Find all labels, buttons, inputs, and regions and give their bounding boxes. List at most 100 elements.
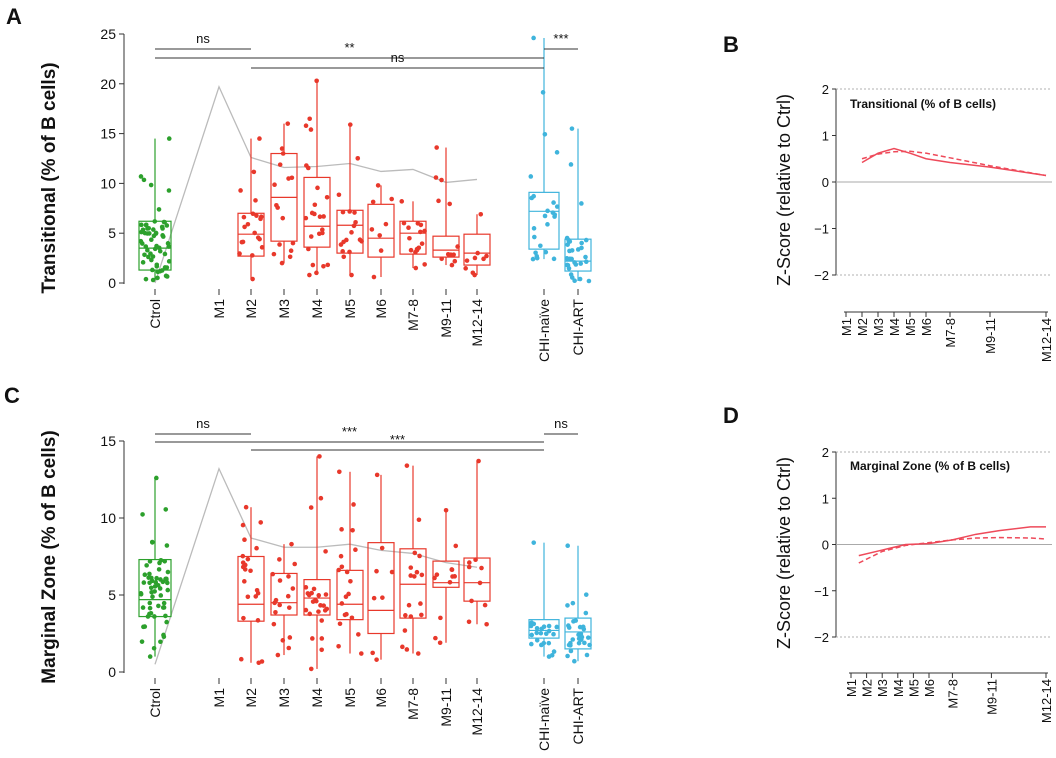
data-point — [379, 545, 385, 551]
panel-a-sig-0: ns — [155, 31, 251, 50]
data-point — [254, 213, 259, 218]
panel-c-plot: 0 5 10 15 Ctrol M1 M2 M3 M4 M5 M6 M7-8 M9-11 M12-14 CH… — [100, 416, 592, 751]
data-point — [419, 572, 425, 578]
panel-c-box-m12-14 — [463, 458, 491, 627]
data-point — [155, 275, 160, 281]
panel-c-sig-0: ns — [155, 416, 251, 435]
data-point — [528, 174, 534, 179]
data-point — [564, 256, 570, 261]
data-point — [407, 235, 412, 241]
data-point — [238, 188, 243, 193]
data-point — [140, 260, 146, 265]
panel-letter-d: D — [723, 403, 739, 428]
panel-c-xtick-label-m9-11: M9-11 — [438, 688, 454, 727]
data-point — [374, 568, 379, 574]
data-point — [341, 254, 347, 260]
data-point — [530, 256, 536, 262]
data-point — [308, 234, 314, 239]
data-point — [142, 252, 147, 258]
panel-c-xtick-label-m1: M1 — [211, 688, 227, 708]
data-point — [439, 177, 444, 183]
data-point — [469, 598, 474, 604]
data-point — [565, 653, 570, 659]
panel-d-xtick-label-m4: M4 — [891, 679, 906, 697]
data-point — [166, 259, 172, 264]
data-point — [255, 618, 261, 623]
panel-d-xtick-label-m6: M6 — [922, 679, 937, 697]
data-point — [452, 574, 458, 579]
data-point — [312, 202, 318, 208]
data-point — [418, 229, 423, 235]
data-point — [413, 265, 419, 271]
data-point — [147, 571, 152, 577]
panel-b-xtick-label-m12-14: M12-14 — [1039, 318, 1054, 362]
data-point — [164, 619, 169, 625]
data-point — [253, 594, 259, 599]
data-point — [145, 247, 150, 253]
data-point — [453, 543, 459, 549]
data-point — [549, 653, 555, 658]
data-point — [463, 266, 468, 271]
data-point — [447, 579, 453, 585]
data-point — [351, 223, 357, 229]
data-point — [545, 222, 550, 227]
data-point — [359, 651, 364, 656]
data-point — [306, 246, 311, 252]
panel-c-xtick-label-m7-8: M7-8 — [405, 688, 421, 720]
data-point — [158, 639, 163, 645]
data-point — [566, 625, 572, 630]
data-point — [272, 600, 277, 606]
data-point — [546, 640, 552, 646]
data-point — [357, 237, 363, 242]
data-point — [437, 640, 443, 646]
data-point — [289, 175, 295, 181]
data-point — [531, 193, 536, 199]
data-point — [152, 219, 158, 224]
panel-c-ytick-label-5: 5 — [108, 587, 116, 603]
data-point — [325, 262, 331, 268]
data-point — [159, 268, 165, 273]
data-point — [422, 262, 427, 267]
panel-a-xtick-label-m5: M5 — [342, 299, 358, 319]
data-point — [438, 615, 443, 621]
data-point — [320, 230, 325, 236]
data-point — [139, 222, 144, 228]
data-point — [273, 609, 278, 615]
data-point — [285, 121, 291, 126]
data-point — [237, 251, 242, 256]
data-point — [529, 641, 534, 647]
panel-b-title: Transitional (% of B cells) — [850, 97, 996, 111]
sig-label: ns — [554, 416, 568, 431]
data-point — [142, 230, 148, 236]
data-point — [319, 618, 325, 623]
data-point — [162, 559, 168, 564]
data-point — [353, 547, 358, 553]
panel-a-box-m7-8 — [399, 199, 427, 271]
panel-c-xtick-label-m3: M3 — [276, 688, 292, 708]
data-point — [573, 262, 579, 267]
data-point — [406, 602, 412, 608]
data-point — [586, 278, 592, 284]
data-point — [240, 553, 246, 559]
data-point — [287, 254, 293, 260]
data-point — [579, 201, 584, 206]
panel-a-ytick-label-20: 20 — [100, 76, 116, 92]
data-point — [250, 211, 256, 217]
data-point — [451, 252, 456, 257]
data-point — [551, 256, 557, 262]
data-point — [417, 553, 422, 559]
data-point — [307, 116, 312, 122]
data-point — [279, 260, 285, 266]
sig-label: *** — [342, 424, 357, 439]
data-point — [543, 631, 549, 636]
data-point — [415, 221, 421, 226]
data-point — [166, 244, 172, 249]
box-iqr — [432, 560, 460, 588]
panel-b-ytick-label-1: 1 — [822, 129, 829, 144]
data-point — [412, 574, 417, 579]
data-point — [158, 593, 164, 598]
panel-a-xtick-label-m2: M2 — [243, 299, 259, 319]
data-point — [163, 507, 169, 512]
data-point — [245, 221, 251, 227]
panel-b-ylabel: Z-Score (relative to Ctrl) — [774, 94, 794, 286]
